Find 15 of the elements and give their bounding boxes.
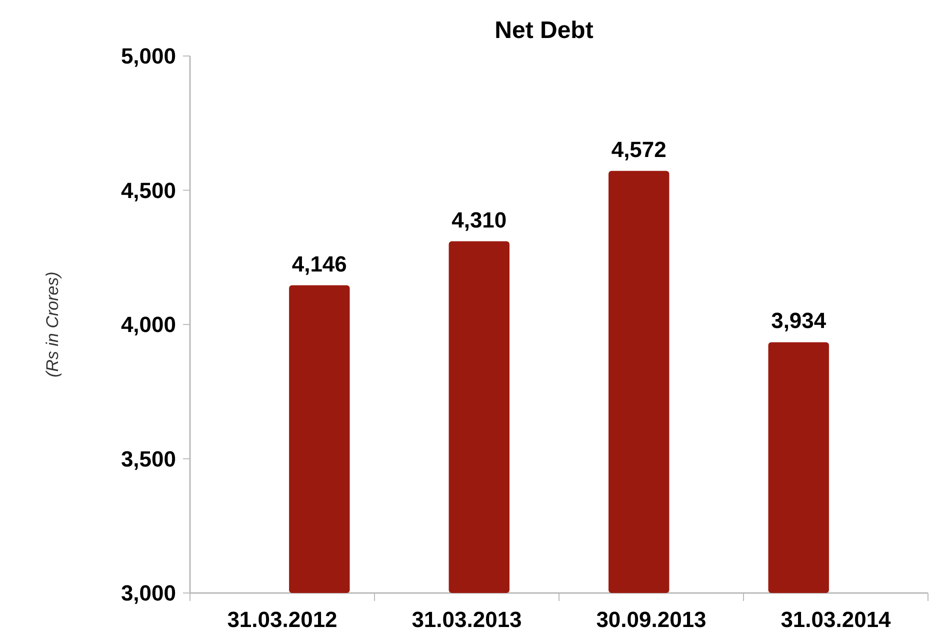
data-label: 3,934 [771, 308, 827, 334]
y-tick-label: 3,000 [120, 580, 176, 606]
y-tick-label: 4,000 [120, 312, 176, 338]
y-axis-title: (Rs in Crores) [43, 272, 62, 378]
data-label: 4,572 [611, 136, 666, 162]
x-tick-label: 31.03.2012 [227, 607, 338, 632]
data-label: 4,310 [452, 207, 507, 232]
chart-title: Net Debt [494, 17, 594, 44]
data-label: 4,146 [292, 251, 347, 276]
y-tick-label: 4,500 [120, 178, 176, 203]
y-tick-label: 5,000 [120, 44, 176, 69]
x-tick-label: 30.09.2013 [596, 607, 706, 632]
x-tick-label: 31.03.2013 [412, 607, 522, 632]
x-tick-label: 31.03.2014 [780, 607, 892, 632]
y-tick-label: 3,500 [120, 446, 176, 472]
